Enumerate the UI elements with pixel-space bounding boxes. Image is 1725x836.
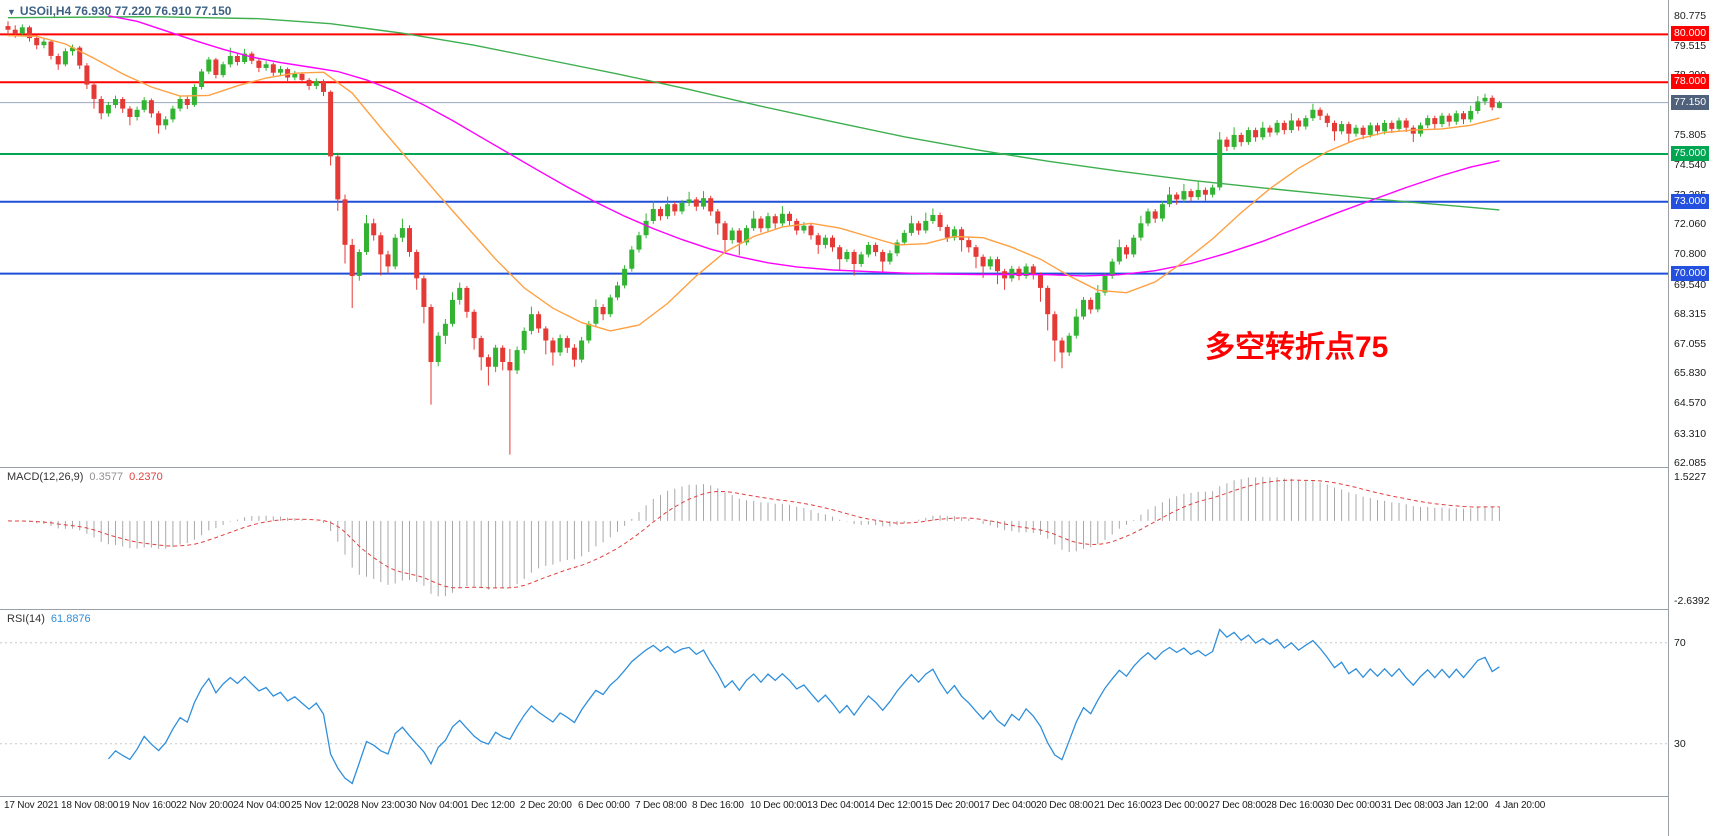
price-axis[interactable]: 1.5227 -2.6392 80.77579.51578.29075.8057… xyxy=(1669,0,1725,836)
price-tick-label: 69.540 xyxy=(1674,279,1707,291)
time-axis-label: 14 Dec 12:00 xyxy=(864,800,922,811)
price-level-badge: 70.000 xyxy=(1671,266,1710,281)
price-level-badge: 77.150 xyxy=(1671,95,1710,110)
time-axis-label: 17 Dec 04:00 xyxy=(979,800,1037,811)
price-tick-label: 64.570 xyxy=(1674,397,1707,409)
price-tick-label: 70.800 xyxy=(1674,248,1707,260)
macd-axis-min-label: -2.6392 xyxy=(1674,595,1710,607)
price-level-badge: 75.000 xyxy=(1671,146,1710,161)
price-tick-label: 63.310 xyxy=(1674,428,1707,440)
level-lines xyxy=(0,33,1668,275)
collapse-triangle-icon[interactable]: ▼ xyxy=(7,7,16,17)
macd-signal-value: 0.2370 xyxy=(129,471,163,483)
price-chart-canvas[interactable] xyxy=(0,0,1668,467)
symbol-ohlc-label: USOil,H4 76.930 77.220 76.910 77.150 xyxy=(19,4,232,18)
time-axis-label: 3 Jan 12:00 xyxy=(1438,800,1489,811)
price-tick-label: 62.085 xyxy=(1674,457,1707,469)
time-axis-label: 30 Dec 00:00 xyxy=(1323,800,1381,811)
price-level-badge: 78.000 xyxy=(1671,74,1710,89)
time-axis-label: 4 Jan 20:00 xyxy=(1495,800,1546,811)
price-level-badge: 73.000 xyxy=(1671,194,1710,209)
price-tick-label: 65.830 xyxy=(1674,367,1707,379)
time-axis-label: 25 Nov 12:00 xyxy=(291,800,349,811)
chart-annotation-text: 多空转折点75 xyxy=(1205,331,1389,364)
time-axis-label: 13 Dec 04:00 xyxy=(807,800,865,811)
time-axis-label: 20 Dec 08:00 xyxy=(1036,800,1094,811)
macd-panel[interactable]: MACD(12,26,9) 0.3577 0.2370 xyxy=(0,468,1668,609)
time-axis-label: 30 Nov 04:00 xyxy=(406,800,464,811)
price-tick-label: 72.060 xyxy=(1674,218,1707,230)
price-tick-label: 67.055 xyxy=(1674,338,1707,350)
price-level-badge: 80.000 xyxy=(1671,26,1710,41)
time-axis-label: 1 Dec 12:00 xyxy=(463,800,515,811)
price-tick-label: 74.540 xyxy=(1674,159,1707,171)
rsi-value: 61.8876 xyxy=(50,613,91,625)
macd-axis-max-label: 1.5227 xyxy=(1674,471,1707,483)
time-axis-label: 24 Nov 04:00 xyxy=(233,800,291,811)
time-axis-label: 7 Dec 08:00 xyxy=(635,800,687,811)
rsi-panel[interactable]: RSI(14) 61.8876 xyxy=(0,610,1668,796)
time-axis-label: 22 Nov 20:00 xyxy=(176,800,234,811)
time-axis-label: 6 Dec 00:00 xyxy=(578,800,630,811)
ma-orange-line xyxy=(7,34,1500,332)
time-axis-label: 18 Nov 08:00 xyxy=(61,800,119,811)
price-tick-label: 68.315 xyxy=(1674,308,1707,320)
macd-name: MACD(12,26,9) xyxy=(7,471,84,483)
macd-label: MACD(12,26,9) 0.3577 0.2370 xyxy=(7,471,163,483)
macd-signal-line xyxy=(7,479,1500,589)
time-axis-label: 31 Dec 08:00 xyxy=(1381,800,1439,811)
macd-main-value: 0.3577 xyxy=(89,471,124,483)
price-tick-label: 75.805 xyxy=(1674,129,1707,141)
rsi-level-label: 30 xyxy=(1674,738,1686,750)
price-tick-label: 79.515 xyxy=(1674,40,1707,52)
time-axis-label: 8 Dec 16:00 xyxy=(692,800,744,811)
time-axis-label: 19 Nov 16:00 xyxy=(119,800,177,811)
time-axis-label: 23 Dec 00:00 xyxy=(1151,800,1209,811)
macd-histogram xyxy=(14,476,1500,597)
panel-separator[interactable] xyxy=(0,609,1725,610)
axis-separator xyxy=(1668,0,1669,836)
time-axis-label: 21 Dec 16:00 xyxy=(1094,800,1152,811)
ma-green-line xyxy=(7,15,1500,211)
rsi-label: RSI(14) 61.8876 xyxy=(7,613,91,625)
rsi-name: RSI(14) xyxy=(7,613,45,625)
panel-separator[interactable] xyxy=(0,796,1725,797)
time-axis-label: 2 Dec 20:00 xyxy=(520,800,572,811)
price-chart-panel[interactable]: ▼ USOil,H4 76.930 77.220 76.910 77.150 多空… xyxy=(0,0,1668,467)
panel-separator[interactable] xyxy=(0,467,1725,468)
rsi-line xyxy=(107,628,1500,785)
time-axis-label: 15 Dec 20:00 xyxy=(922,800,980,811)
time-axis[interactable]: 17 Nov 2021 18 Nov 08:00 19 Nov 16:00 22 No… xyxy=(0,797,1668,836)
candles xyxy=(5,21,1502,455)
ma-magenta-line xyxy=(108,15,1500,277)
time-axis-label: 17 Nov 2021 xyxy=(4,800,59,811)
time-axis-label: 10 Dec 00:00 xyxy=(750,800,808,811)
rsi-level-label: 70 xyxy=(1674,637,1686,649)
symbol-bar: ▼ USOil,H4 76.930 77.220 76.910 77.150 xyxy=(7,4,231,18)
macd-canvas[interactable] xyxy=(0,468,1668,609)
time-axis-label: 27 Dec 08:00 xyxy=(1209,800,1267,811)
price-tick-label: 80.775 xyxy=(1674,10,1707,22)
time-axis-label: 28 Dec 16:00 xyxy=(1266,800,1324,811)
time-axis-label: 28 Nov 23:00 xyxy=(348,800,406,811)
rsi-canvas[interactable] xyxy=(0,610,1668,796)
